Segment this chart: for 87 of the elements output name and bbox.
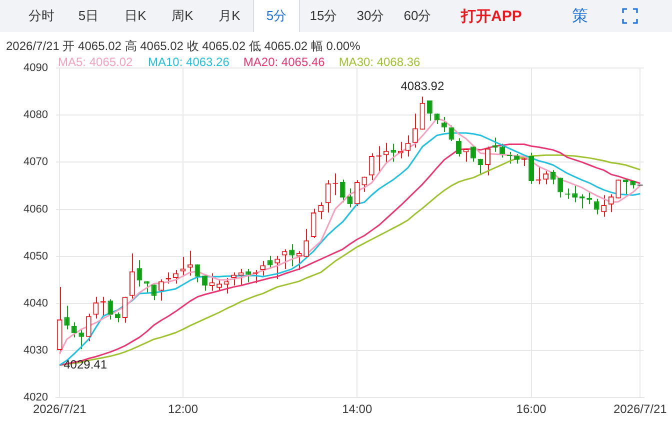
text: 5日 — [77, 7, 100, 25]
candlestick — [325, 180, 331, 214]
candlestick — [485, 146, 490, 176]
x-tick-label: 16:00 — [516, 402, 547, 416]
candlestick — [514, 154, 520, 164]
candlestick — [296, 250, 302, 270]
text: 月K — [218, 7, 242, 25]
candlestick — [216, 280, 222, 292]
y-tick-label: 4050 — [24, 250, 48, 262]
candlestick — [173, 270, 178, 284]
candlestick — [267, 255, 273, 270]
candlestick — [558, 177, 564, 198]
candlestick — [209, 272, 215, 292]
candlestick — [64, 305, 70, 330]
y-tick-label: 4090 — [24, 62, 48, 74]
candlestick — [608, 194, 614, 213]
x-tick-label: 14:00 — [342, 402, 372, 416]
text: MA10: 4063.26 — [148, 55, 230, 69]
text: MA5: 4065.02 — [58, 55, 134, 69]
candlestick — [448, 124, 454, 142]
candlestick — [601, 194, 607, 218]
text: 日K — [124, 7, 148, 25]
text: 周K — [170, 7, 194, 25]
candlestick — [412, 113, 418, 148]
candlestick — [158, 278, 164, 302]
candlestick — [114, 312, 120, 323]
candlestick — [572, 185, 578, 203]
candlestick — [78, 328, 84, 350]
text: 60分 — [402, 7, 432, 25]
candlestick — [86, 313, 92, 342]
candlestick — [108, 298, 114, 320]
candlestick — [304, 228, 310, 258]
candlestick — [282, 248, 288, 270]
candlestick — [405, 134, 411, 158]
candlestick — [463, 148, 469, 162]
candlestick — [456, 138, 462, 158]
annotation: 4083.92 — [400, 78, 444, 93]
candlestick — [151, 284, 157, 301]
chart-subtitle: 2026/7/21 开 4065.02 高 4065.02 收 4065.02 低 4065.02 幅 0.00% — [6, 38, 360, 55]
candlestick — [231, 272, 236, 286]
x-tick-label: 12:00 — [168, 402, 198, 416]
candlestick — [550, 170, 556, 185]
candlestick — [129, 253, 135, 301]
annotation: 4029.41 — [64, 358, 108, 372]
text: 打开APP — [461, 6, 522, 26]
text: MA30: 4068.36 — [338, 55, 420, 69]
text: 策 — [572, 6, 588, 26]
candlestick — [441, 116, 447, 133]
candlestick — [426, 100, 432, 122]
candlestick — [180, 256, 186, 278]
candlestick — [310, 208, 316, 238]
candlestick — [506, 151, 512, 164]
candlestick — [354, 180, 360, 206]
x-tick-label: 2026/7/21 — [613, 402, 668, 416]
y-tick-label: 4040 — [24, 297, 48, 310]
y-tick-label: 4080 — [24, 109, 48, 122]
text: 分时 — [28, 7, 56, 25]
candlestick — [368, 152, 374, 181]
x-tick-label: 2026/7/21 — [32, 402, 87, 416]
text: MA20: 4065.46 — [243, 55, 325, 69]
candlestick — [93, 296, 99, 319]
candlestick — [347, 188, 353, 208]
candlestick — [260, 260, 266, 276]
candlestick — [622, 179, 628, 195]
candlestick — [594, 198, 600, 215]
y-tick-label: 4020 — [24, 392, 48, 404]
candlestick — [318, 202, 324, 220]
candlestick — [136, 260, 142, 287]
candlestick — [528, 152, 534, 184]
y-tick-label: 4060 — [24, 203, 48, 216]
candlestick — [122, 296, 128, 324]
y-tick-label: 4070 — [24, 156, 48, 168]
y-tick-label: 4030 — [24, 344, 48, 357]
candlestick — [340, 179, 346, 203]
text: 5分 — [253, 0, 300, 32]
candlestick — [383, 142, 389, 164]
candlestick — [536, 166, 542, 185]
candlestick — [376, 146, 382, 174]
text: 15分 — [308, 7, 338, 25]
candlestick — [71, 322, 77, 338]
candlestick — [289, 244, 295, 267]
candlestick — [470, 146, 476, 162]
candlestick — [492, 137, 498, 152]
text: 30分 — [356, 7, 386, 25]
candlestick — [390, 143, 396, 162]
candlestick — [274, 255, 280, 280]
candlestick — [202, 274, 208, 292]
